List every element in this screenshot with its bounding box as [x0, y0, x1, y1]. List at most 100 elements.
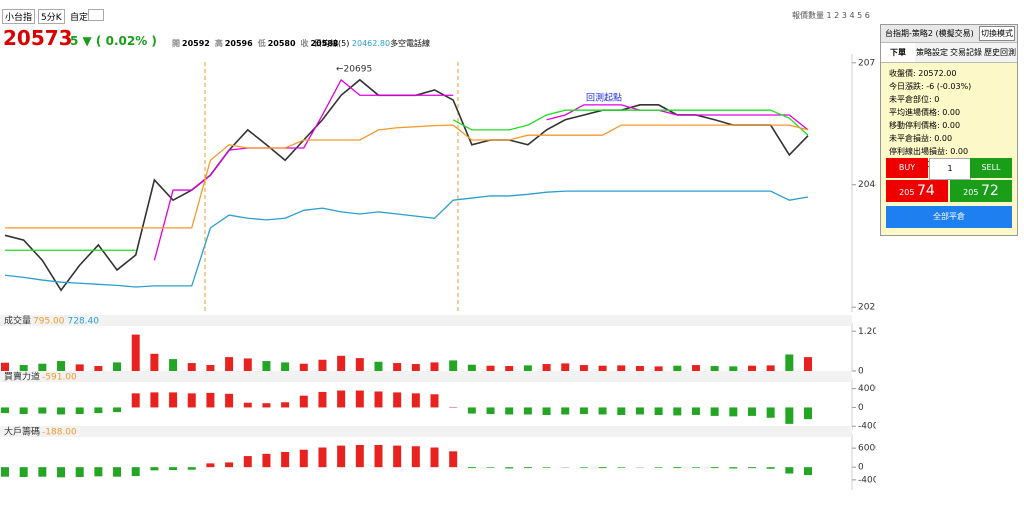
info-lines: 收盤價: 20572.00 今日漲跌: -6 (-0.03%) 未平倉部位: 0 平均…	[881, 63, 1017, 171]
ohlc-value: 20588	[310, 39, 339, 48]
bar	[617, 365, 626, 371]
ma-info: 日均線(5) 20462.80多空電話線	[314, 38, 430, 49]
bar	[169, 467, 178, 471]
sell-button[interactable]: SELL	[970, 158, 1012, 178]
bar	[75, 407, 84, 415]
price-line	[153, 78, 809, 261]
pane-title: 買賣力道	[4, 371, 40, 383]
bar	[579, 407, 588, 415]
bar	[38, 407, 47, 414]
bar	[393, 363, 402, 371]
ma-value: 20462.80	[351, 39, 391, 48]
bar	[691, 365, 700, 371]
bar	[318, 391, 327, 408]
bar	[430, 394, 439, 408]
bar	[449, 451, 458, 468]
peak-annotation: ←20695	[336, 65, 372, 75]
bar	[113, 467, 122, 477]
bar	[411, 364, 420, 371]
tab[interactable]: 下單	[881, 43, 915, 62]
chart: ←20695 回測起點 20710 20481 20251 成交量795.00728.…	[0, 54, 876, 490]
y-tick-label: 20481	[858, 180, 876, 190]
bar	[411, 446, 420, 468]
bar	[673, 407, 682, 416]
y-tick-label: 0	[858, 367, 864, 377]
custom-label: 自定:	[70, 13, 92, 23]
bar	[729, 407, 738, 417]
info-line: 未平倉損益: 0.00	[889, 134, 953, 143]
bar	[355, 444, 364, 468]
ask-button[interactable]: 205 72	[950, 180, 1012, 202]
bid-button[interactable]: 205 74	[886, 180, 948, 202]
mode-button[interactable]: 切換模式	[979, 26, 1015, 41]
tab[interactable]: 歷史回測	[984, 48, 1016, 57]
bar	[505, 366, 514, 371]
last-price: 20573	[3, 26, 73, 50]
trade-panel: 台指期-策略2 (模擬交易) 切換模式 下單 策略設定 交易記錄 歷史回測 收盤價: 2…	[880, 24, 1018, 236]
bar	[113, 407, 122, 413]
bar	[598, 467, 607, 469]
info-line: 移動停利價格: 0.00	[889, 121, 961, 130]
qty-input[interactable]: 1	[929, 158, 971, 180]
price-change: 5 ▼ ( 0.02% )	[70, 34, 157, 48]
bar	[729, 467, 738, 469]
custom-input[interactable]	[88, 9, 104, 21]
bar	[710, 366, 719, 371]
bar	[673, 467, 682, 469]
ohlc-label: 開	[172, 39, 180, 48]
bar	[654, 467, 663, 468]
tab[interactable]: 交易記錄	[950, 48, 982, 57]
bar	[505, 467, 514, 469]
backtest-annotation: 回測起點	[586, 92, 622, 104]
ohlc-label: 收	[300, 39, 309, 48]
legend-value: -188.00	[42, 428, 77, 438]
y-tick-label: 0	[858, 403, 864, 413]
bar	[150, 353, 159, 371]
bar	[486, 467, 495, 468]
ohlc-value: 20580	[267, 39, 296, 48]
ohlc-value: 20596	[224, 39, 253, 48]
info-line: 今日漲跌: -6 (-0.03%)	[889, 82, 972, 91]
bar	[617, 407, 626, 415]
bar	[393, 445, 402, 468]
bar	[747, 467, 756, 469]
symbol-select[interactable]: 小台指	[2, 9, 36, 24]
ohlc-label: 低	[257, 39, 266, 48]
bar	[243, 358, 252, 371]
buy-button[interactable]: BUY	[886, 158, 928, 178]
bar	[598, 407, 607, 415]
bar	[337, 390, 346, 408]
info-line: 停利線出場損益: 0.00	[889, 147, 969, 156]
bar	[766, 407, 775, 418]
price-line	[5, 109, 809, 251]
bar	[131, 393, 140, 408]
bar	[57, 361, 66, 371]
bar	[523, 467, 532, 469]
close-all-button[interactable]: 全部平倉	[886, 206, 1012, 228]
bar	[505, 407, 514, 415]
interval-select[interactable]: 5分K	[38, 9, 65, 24]
ma-label: 日均線(5)	[314, 39, 350, 48]
bar	[804, 467, 812, 476]
bar	[785, 407, 794, 424]
bar	[635, 366, 644, 371]
bar	[374, 444, 383, 468]
info-line: 平均進場價格: 0.00	[889, 108, 961, 117]
bar	[243, 402, 252, 408]
bar	[94, 366, 103, 371]
bar	[337, 445, 346, 468]
bar	[150, 467, 159, 471]
bar	[57, 467, 66, 478]
bar	[355, 358, 364, 371]
price-line	[5, 124, 809, 229]
tab[interactable]: 策略設定	[916, 48, 948, 57]
bar	[281, 362, 290, 371]
bar	[523, 365, 532, 371]
bar	[19, 365, 28, 371]
bar	[281, 402, 290, 408]
info-line: 未平倉部位: 0	[889, 95, 940, 104]
bar	[579, 365, 588, 371]
panel-title: 台指期-策略2 (模擬交易) 切換模式	[881, 25, 1017, 43]
bar	[187, 393, 196, 408]
